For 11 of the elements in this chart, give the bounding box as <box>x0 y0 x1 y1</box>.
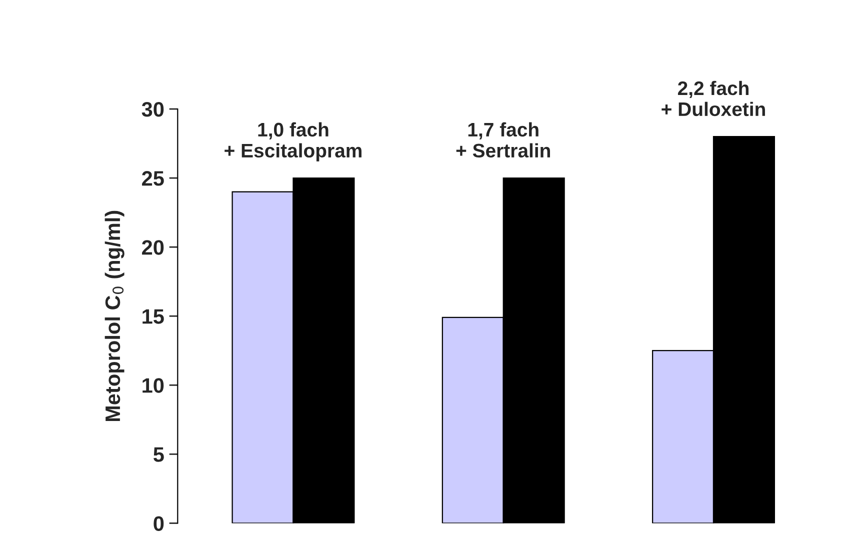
y-axis-title: Metoprolol C$_{0}$ (ng/ml) <box>104 210 124 422</box>
y-tick-label: 15 <box>142 309 164 324</box>
y-tick-label: 25 <box>142 171 164 186</box>
y-tick-label: 20 <box>142 240 164 255</box>
annotation: 1,7 fach + Sertralin <box>456 122 550 158</box>
y-tick-label: 30 <box>142 102 164 117</box>
y-tick-label: 10 <box>142 378 164 393</box>
y-tick-label: 5 <box>154 447 164 462</box>
annotation: 1,0 fach + Escitalopram <box>224 122 362 162</box>
y-tick-label: 0 <box>154 516 164 531</box>
annotation: 2,2 fach + Duloxetin <box>662 80 765 116</box>
